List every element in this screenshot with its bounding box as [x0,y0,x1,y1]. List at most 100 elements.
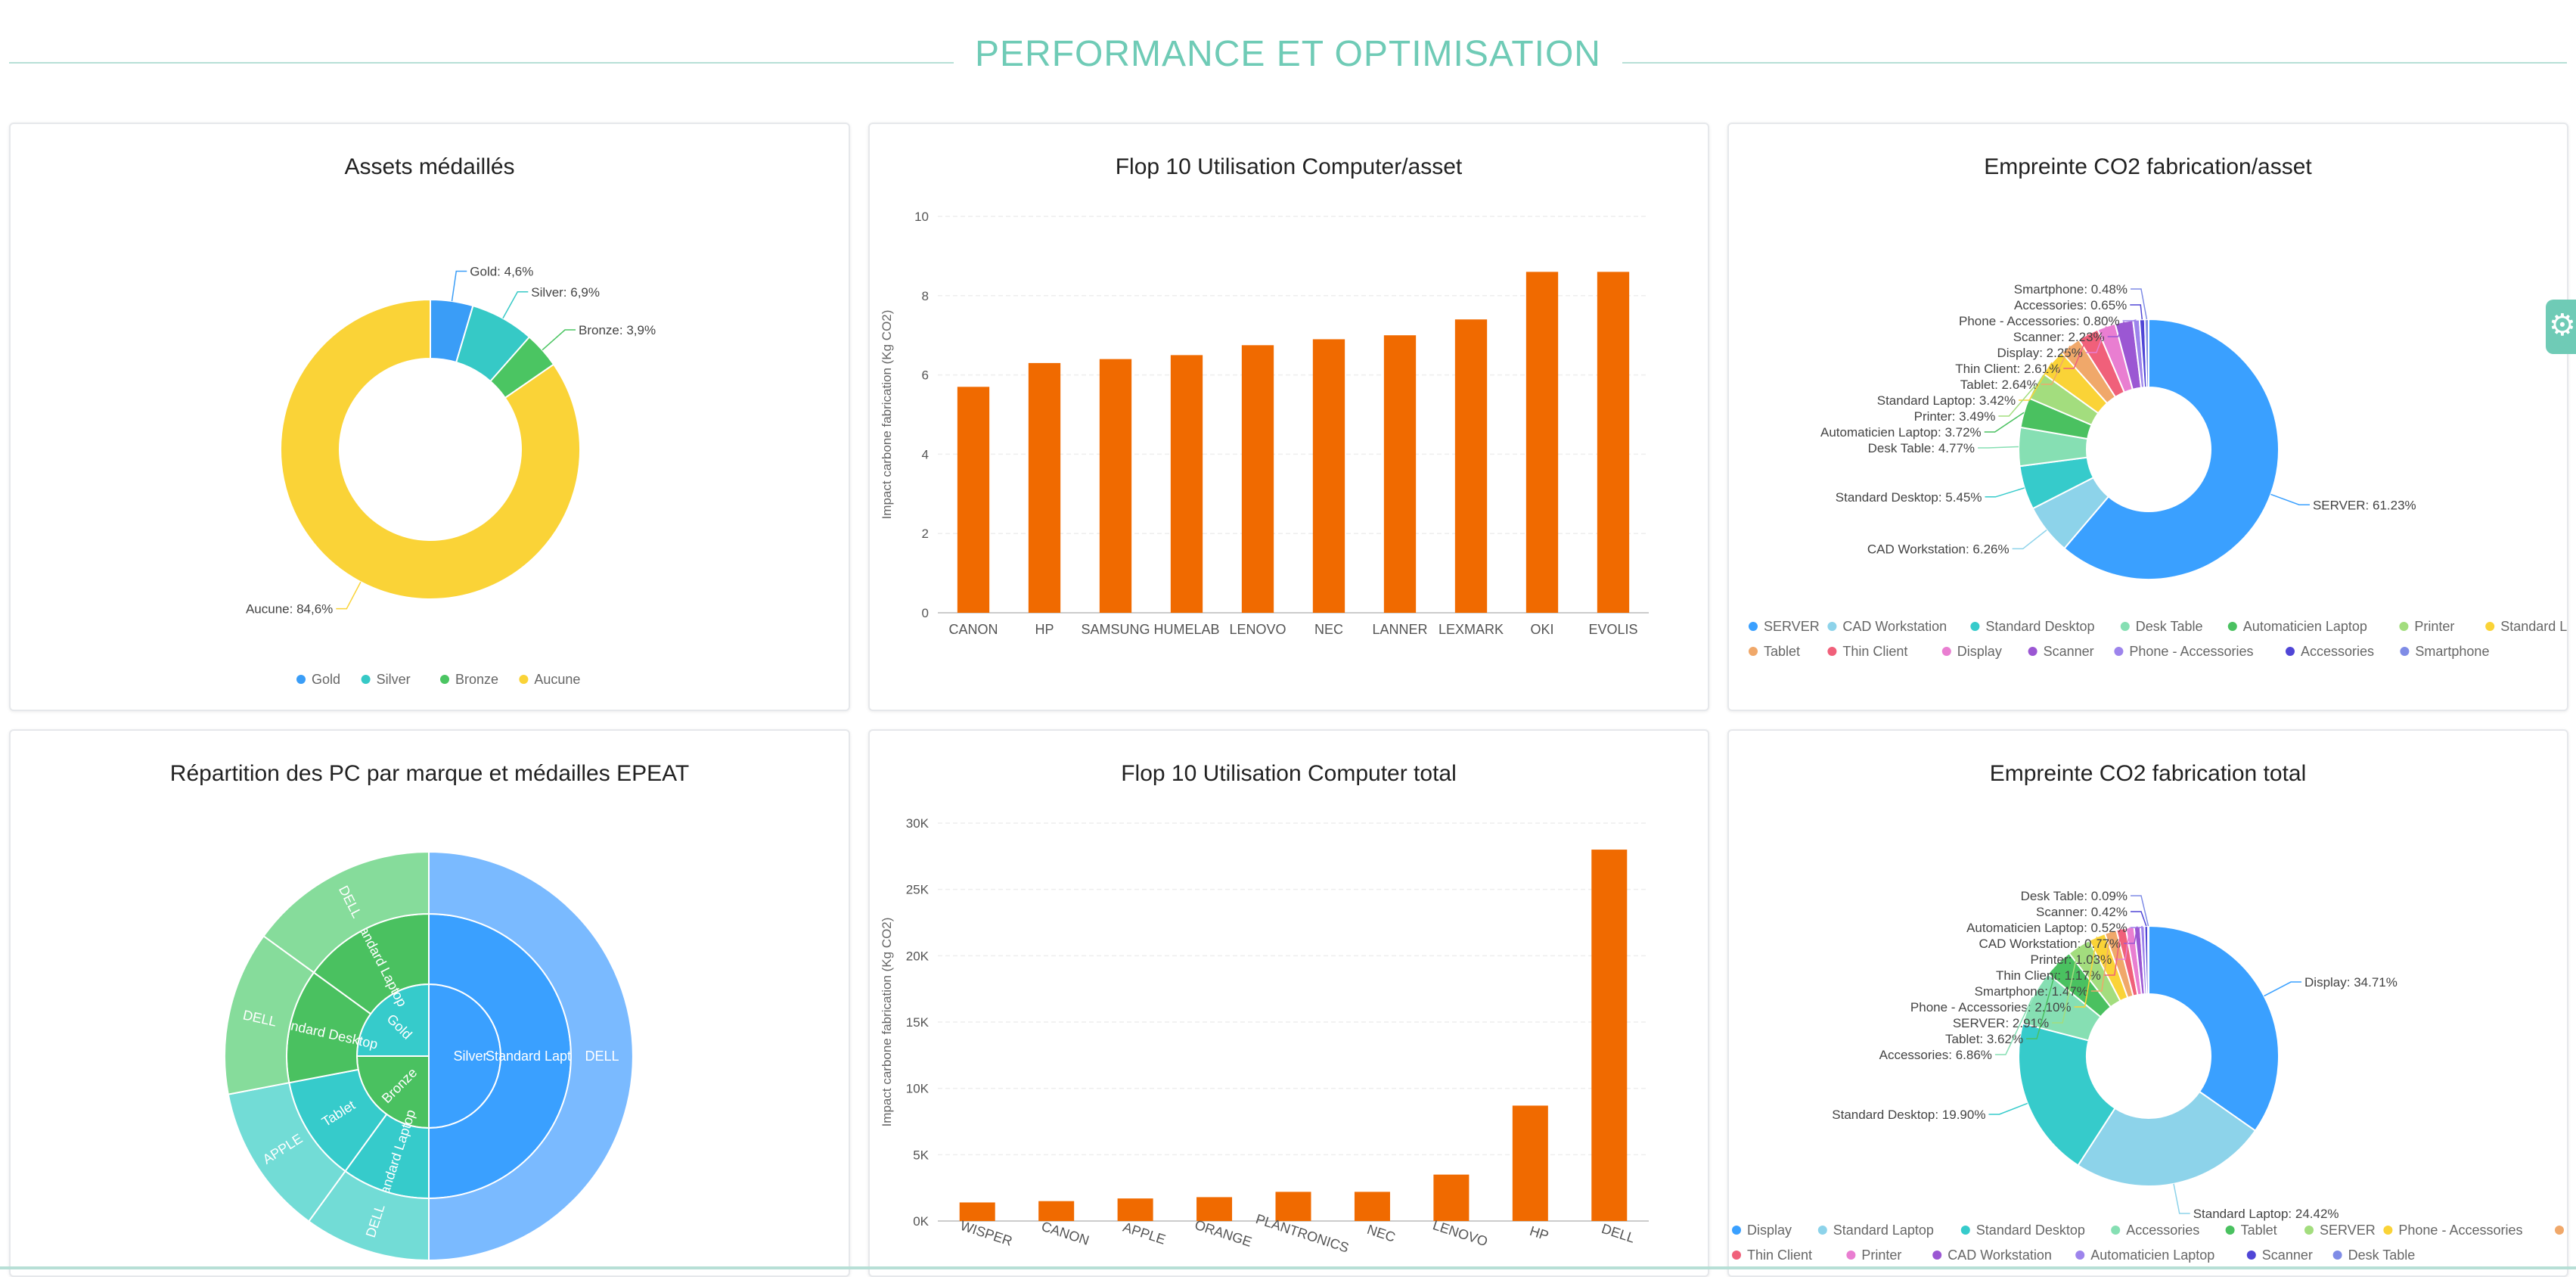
pie-slice[interactable] [2143,318,2149,389]
legend-item[interactable]: CAD Workstation [1842,619,1947,634]
legend-marker[interactable] [2399,622,2409,631]
legend-marker[interactable] [1932,1251,1942,1260]
legend-marker[interactable] [2225,1226,2235,1235]
bar[interactable] [1196,1197,1233,1221]
legend-item[interactable]: Automaticien Laptop [2090,1247,2214,1263]
legend-item[interactable]: Printer [2414,619,2454,634]
legend-item[interactable]: Automaticien Laptop [2243,619,2367,634]
legend-item[interactable]: Phone - Accessories [2398,1223,2522,1238]
legend-marker[interactable] [2114,647,2124,656]
bar[interactable] [1383,335,1417,613]
legend-item[interactable]: Standard Laptop [2500,619,2567,634]
bar[interactable] [1354,1192,1390,1221]
bar[interactable] [1241,345,1274,613]
legend-item[interactable]: Gold [312,672,340,687]
legend-marker[interactable] [1941,647,1951,656]
legend-item[interactable]: Standard Laptop [1833,1223,1934,1238]
legend-marker[interactable] [1970,622,1980,631]
legend-item[interactable]: Scanner [2044,644,2094,659]
legend-item[interactable]: Accessories [2301,644,2374,659]
legend-item[interactable]: Accessories [2126,1223,2199,1238]
bar[interactable] [1454,319,1488,613]
legend-marker[interactable] [2555,1226,2564,1235]
legend-marker[interactable] [2485,622,2495,631]
legend-item[interactable]: Desk Table [2136,619,2203,634]
legend-marker[interactable] [2075,1251,2085,1260]
sunburst-segment[interactable] [428,850,634,1262]
bar[interactable] [1170,355,1203,613]
legend-item[interactable]: Phone - Accessories [2129,644,2253,659]
bar[interactable] [1275,1192,1311,1221]
legend-item[interactable]: Printer [1861,1247,1901,1263]
legend-marker[interactable] [2246,1251,2256,1260]
pie-slice[interactable] [2147,924,2149,996]
legend-item[interactable]: Tablet [2241,1223,2277,1238]
legend-item[interactable]: Standard Desktop [1976,1223,2085,1238]
legend-marker[interactable] [2332,1251,2342,1260]
bar[interactable] [1038,1201,1075,1221]
legend-item[interactable]: Standard Desktop [1985,619,2094,634]
pie-label-line [1994,996,2034,1055]
legend-marker[interactable] [1846,1251,1856,1260]
bar[interactable] [1099,359,1132,613]
legend-marker[interactable] [1960,1226,1970,1235]
legend-item[interactable]: SERVER [1764,619,1820,634]
legend-item[interactable]: Thin Client [1747,1247,1812,1263]
legend-item[interactable]: Tablet [1764,644,1800,659]
legend-item[interactable]: Scanner [2262,1247,2313,1263]
bar[interactable] [959,1202,995,1221]
pie-slice[interactable] [2018,1022,2116,1167]
bar[interactable] [1312,339,1345,613]
bar[interactable] [1028,362,1061,613]
legend-marker[interactable] [361,675,371,684]
legend-marker[interactable] [440,675,449,684]
legend-marker[interactable] [1817,1226,1827,1235]
x-tick-label: EVOLIS [1588,622,1637,637]
bar[interactable] [1117,1198,1153,1221]
pie-slice[interactable] [280,298,581,600]
legend-marker[interactable] [1732,1251,1741,1260]
legend-marker[interactable] [1749,622,1758,631]
legend-item[interactable]: SERVER [2320,1223,2376,1238]
legend-marker[interactable] [1732,1226,1741,1235]
bar[interactable] [1512,1105,1548,1221]
pie-label-line [2130,925,2143,928]
settings-tab[interactable]: ⚙ [2546,300,2576,354]
legend-marker[interactable] [2383,1226,2393,1235]
legend-item[interactable]: Aucune [534,672,580,687]
legend-item[interactable]: CAD Workstation [1948,1247,2052,1263]
sunburst-segment[interactable] [262,850,430,974]
card-co2-asset: Empreinte CO2 fabrication/asset SERVER: … [1727,123,2568,711]
legend-item[interactable]: Desk Table [2348,1247,2416,1263]
pie-slice[interactable] [2148,924,2280,1132]
bar[interactable] [1433,1174,1470,1221]
legend-marker[interactable] [1827,622,1837,631]
bar[interactable] [1525,272,1559,613]
bar[interactable] [1591,850,1628,1221]
legend-item[interactable]: Display [1957,644,2002,659]
legend-item[interactable]: Display [1747,1223,1792,1238]
legend-marker[interactable] [2028,647,2038,656]
bar[interactable] [1597,272,1630,613]
legend-marker[interactable] [2304,1226,2314,1235]
pie-slice[interactable] [2063,318,2280,580]
card-flop10-asset: Flop 10 Utilisation Computer/asset 0 2 4 6 8… [868,123,1709,711]
pie-slice[interactable] [2077,1090,2257,1187]
legend-marker[interactable] [519,675,529,684]
legend-marker[interactable] [2120,622,2130,631]
legend-item[interactable]: Smartphone [2415,644,2489,659]
bar[interactable] [957,387,990,613]
legend-marker[interactable] [2227,622,2237,631]
legend-marker[interactable] [2400,647,2410,656]
legend-item[interactable]: Bronze [455,672,498,687]
y-axis-label: Impact carbone fabrication (Kg CO2) [880,310,894,520]
x-tick-label: LENOVO [1229,622,1286,637]
legend-marker[interactable] [296,675,306,684]
legend-item[interactable]: Silver [377,672,411,687]
legend-marker[interactable] [2286,647,2295,656]
legend-marker[interactable] [1749,647,1758,656]
legend-marker[interactable] [2111,1226,2121,1235]
legend-marker[interactable] [1827,647,1837,656]
legend-item[interactable]: Thin Client [1842,644,1907,659]
